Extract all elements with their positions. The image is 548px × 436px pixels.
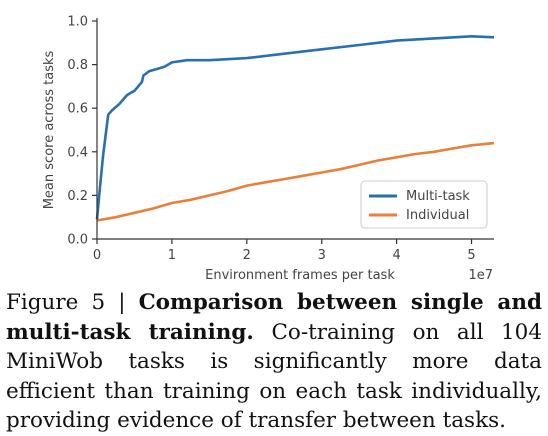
x-tick-label: 1 — [168, 248, 176, 263]
x-tick-label: 0 — [93, 248, 101, 263]
legend-label-individual: Individual — [406, 208, 469, 223]
chart: 0.0 0.2 0.4 0.6 0.8 1.0 0 1 2 3 4 5 Mean score acr… — [42, 15, 495, 283]
y-ticks: 0.0 0.2 0.4 0.6 0.8 1.0 — [67, 15, 97, 248]
x-tick-label: 2 — [243, 248, 251, 263]
series-line-multi-task — [95, 34, 495, 220]
x-tick-label: 5 — [467, 248, 475, 263]
x-axis-multiplier: 1e7 — [468, 268, 493, 283]
caption-label: Figure 5 | — [6, 290, 139, 315]
caption-body: Co-training on all 104 MiniWob tasks is … — [6, 319, 542, 434]
y-tick-label: 0.0 — [67, 233, 88, 248]
y-tick-label: 1.0 — [67, 15, 88, 30]
x-axis-label: Environment frames per task — [205, 268, 395, 283]
figure-caption: Figure 5 | Comparison between single and… — [6, 288, 542, 436]
y-tick-label: 0.8 — [67, 58, 88, 73]
plot-lines — [95, 34, 495, 222]
y-tick-label: 0.4 — [67, 145, 88, 160]
x-tick-label: 3 — [318, 248, 326, 263]
legend-label-multi-task: Multi-task — [406, 189, 470, 204]
x-tick-label: 4 — [392, 248, 400, 263]
y-axis-label: Mean score across tasks — [42, 50, 57, 209]
series-line-individual — [96, 141, 495, 222]
y-tick-label: 0.6 — [67, 102, 88, 117]
x-ticks: 0 1 2 3 4 5 — [93, 239, 476, 263]
caption-title: Comparison between single and multi-task… — [6, 290, 542, 345]
legend: Multi-task Individual — [360, 180, 488, 229]
y-tick-label: 0.2 — [67, 189, 88, 204]
